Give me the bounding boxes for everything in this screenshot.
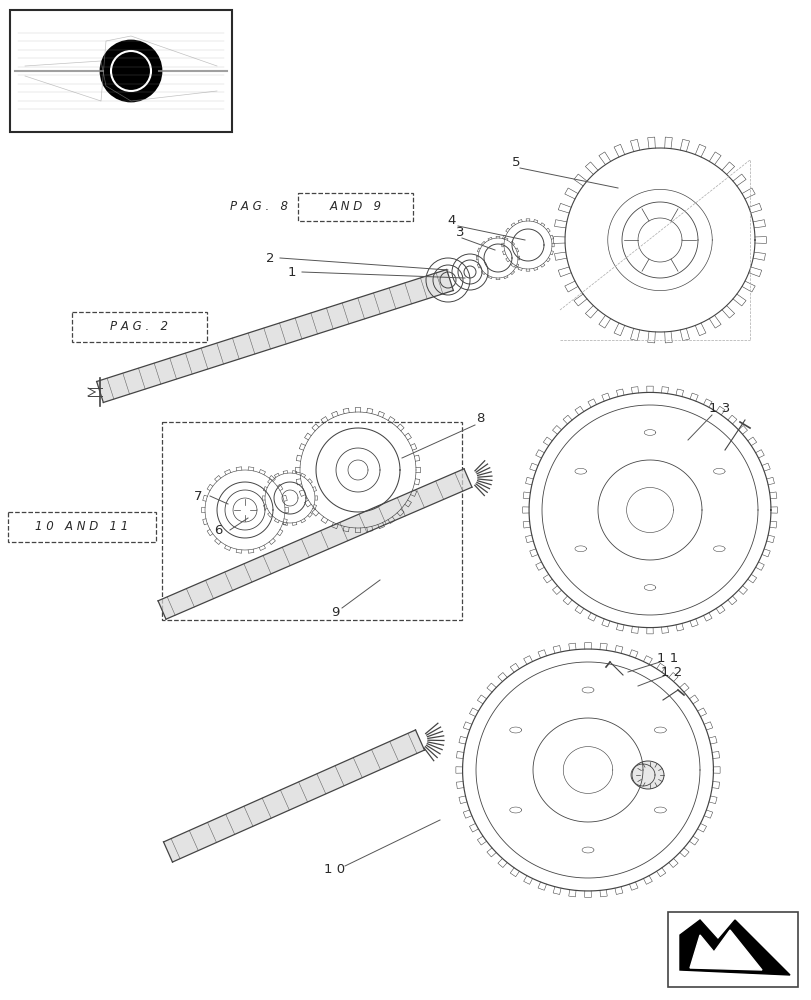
Bar	[10, 10, 232, 132]
Bar	[8, 512, 156, 542]
Bar	[72, 312, 207, 342]
Text: 9: 9	[330, 605, 339, 618]
Polygon shape	[689, 930, 761, 970]
Text: 8: 8	[475, 412, 483, 424]
Bar	[162, 422, 461, 620]
Text: 2: 2	[265, 251, 274, 264]
Polygon shape	[163, 730, 424, 862]
Ellipse shape	[631, 761, 663, 789]
Bar	[298, 193, 413, 221]
Text: A N D   9: A N D 9	[329, 200, 381, 214]
Polygon shape	[679, 920, 789, 975]
Bar	[667, 912, 797, 987]
Circle shape	[111, 51, 151, 91]
Text: 7: 7	[194, 489, 202, 502]
Text: 4: 4	[447, 214, 456, 227]
Text: 6: 6	[213, 524, 222, 536]
Text: P A G .   8: P A G . 8	[230, 200, 288, 214]
Text: 1 0: 1 0	[324, 863, 345, 876]
Polygon shape	[158, 469, 471, 619]
Circle shape	[101, 41, 161, 101]
Text: 1 1: 1 1	[657, 652, 678, 664]
Text: 3: 3	[455, 226, 464, 238]
Text: 1 2: 1 2	[661, 666, 682, 678]
Text: 5: 5	[511, 156, 520, 169]
Polygon shape	[97, 270, 453, 402]
Text: 1 3: 1 3	[709, 401, 730, 414]
Text: 1: 1	[287, 265, 296, 278]
Text: P A G .   2: P A G . 2	[110, 320, 169, 334]
Text: 1 0   A N D   1 1: 1 0 A N D 1 1	[36, 520, 128, 534]
